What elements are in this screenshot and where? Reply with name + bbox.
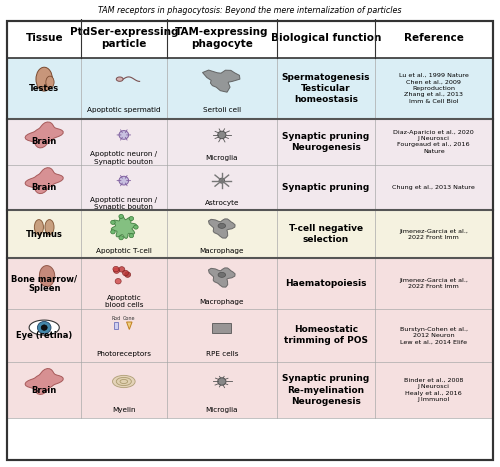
Text: Sertoli cell: Sertoli cell [203, 107, 241, 113]
Text: Rod: Rod [112, 316, 121, 321]
Circle shape [119, 131, 128, 139]
Circle shape [114, 268, 119, 273]
Circle shape [129, 217, 134, 220]
Text: Jimenez-Garcia et al.,
2022 Front Imm: Jimenez-Garcia et al., 2022 Front Imm [400, 228, 468, 240]
Polygon shape [126, 322, 132, 329]
Text: TAM-expressing
phagocyte: TAM-expressing phagocyte [175, 28, 268, 49]
Circle shape [218, 131, 226, 139]
Ellipse shape [120, 380, 128, 383]
Ellipse shape [46, 76, 54, 88]
Text: Apoptotic neuron /
Synaptic bouton: Apoptotic neuron / Synaptic bouton [90, 151, 158, 164]
Text: Binder et al., 2008
J Neurosci
Healy et al., 2016
J Immunol: Binder et al., 2008 J Neurosci Healy et … [404, 378, 464, 402]
Ellipse shape [45, 219, 54, 234]
Text: Cone: Cone [123, 316, 136, 321]
Text: Apoptotic
blood cells: Apoptotic blood cells [104, 295, 143, 308]
Ellipse shape [116, 77, 123, 81]
Ellipse shape [34, 219, 43, 234]
Text: Lu et al., 1999 Nature
Chen et al., 2009
Reproduction
Zhang et al., 2013
Imm & C: Lu et al., 1999 Nature Chen et al., 2009… [399, 73, 468, 104]
Polygon shape [40, 266, 55, 287]
Circle shape [110, 230, 115, 234]
Text: Jimenez-Garcia et al.,
2022 Front Imm: Jimenez-Garcia et al., 2022 Front Imm [400, 278, 468, 290]
Text: Eye (retina): Eye (retina) [16, 331, 72, 340]
Bar [8, 19, 492, 58]
Text: Brain: Brain [32, 137, 57, 146]
Text: Apoptotic T-cell: Apoptotic T-cell [96, 248, 152, 254]
Bar [8, 119, 492, 165]
Text: Synaptic pruning
Neurogenesis: Synaptic pruning Neurogenesis [282, 132, 370, 152]
Circle shape [122, 270, 128, 276]
Circle shape [38, 321, 51, 334]
Text: Synaptic pruning
Re-myelination
Neurogenesis: Synaptic pruning Re-myelination Neurogen… [282, 375, 370, 406]
Text: Macrophage: Macrophage [200, 248, 244, 254]
Circle shape [124, 272, 130, 277]
Circle shape [118, 267, 125, 272]
Ellipse shape [116, 377, 132, 386]
Ellipse shape [218, 223, 226, 228]
Bar [114, 322, 118, 329]
Bar [8, 309, 492, 361]
Ellipse shape [36, 67, 52, 91]
Text: Macrophage: Macrophage [200, 298, 244, 304]
Text: PtdSer-expressing
particle: PtdSer-expressing particle [70, 28, 178, 49]
Circle shape [134, 225, 138, 229]
Text: Photoreceptors: Photoreceptors [96, 351, 152, 357]
Text: Microglia: Microglia [206, 407, 238, 413]
Text: Reference: Reference [404, 33, 464, 43]
Ellipse shape [112, 375, 135, 388]
Text: T-cell negative
selection: T-cell negative selection [289, 224, 363, 244]
Text: Homeostatic
trimming of POS: Homeostatic trimming of POS [284, 325, 368, 346]
Text: Apoptotic neuron /
Synaptic bouton: Apoptotic neuron / Synaptic bouton [90, 197, 158, 210]
Polygon shape [208, 219, 235, 238]
Circle shape [113, 266, 119, 272]
Circle shape [119, 214, 124, 219]
Text: Thymus: Thymus [26, 230, 63, 239]
Circle shape [119, 176, 128, 185]
Text: Biological function: Biological function [271, 33, 381, 43]
Text: Bone marrow/
Spleen: Bone marrow/ Spleen [11, 274, 77, 293]
Text: Burstyn-Cohen et al.,
2012 Neuron
Lew et al., 2014 Elife: Burstyn-Cohen et al., 2012 Neuron Lew et… [400, 326, 468, 344]
Polygon shape [112, 216, 136, 239]
Circle shape [219, 178, 224, 183]
Circle shape [119, 236, 124, 240]
Circle shape [218, 378, 226, 385]
Bar [8, 58, 492, 119]
Text: Synaptic pruning: Synaptic pruning [282, 183, 370, 192]
Text: Chung et al., 2013 Nature: Chung et al., 2013 Nature [392, 185, 475, 190]
Text: Brain: Brain [32, 386, 57, 395]
Bar [8, 258, 492, 309]
Ellipse shape [218, 272, 226, 277]
Polygon shape [25, 168, 63, 194]
Circle shape [41, 325, 47, 330]
Circle shape [110, 220, 115, 225]
Text: Brain: Brain [32, 183, 57, 192]
Circle shape [129, 234, 134, 238]
Bar [8, 210, 492, 258]
Text: Astrocyte: Astrocyte [204, 200, 239, 206]
Polygon shape [25, 122, 63, 148]
Text: Haematopoiesis: Haematopoiesis [285, 279, 366, 288]
Polygon shape [208, 268, 235, 287]
Text: Tissue: Tissue [26, 33, 63, 43]
Bar [212, 323, 232, 333]
Text: TAM receptors in phagocytosis: Beyond the mere internalization of particles: TAM receptors in phagocytosis: Beyond th… [98, 6, 402, 15]
Text: RPE cells: RPE cells [206, 351, 238, 357]
Text: Testes: Testes [29, 84, 60, 93]
Bar [8, 165, 492, 210]
Text: Diaz-Aparicio et al., 2020
J Neurosci
Fourgeaud et al., 2016
Nature: Diaz-Aparicio et al., 2020 J Neurosci Fo… [394, 130, 474, 154]
Text: Microglia: Microglia [206, 155, 238, 161]
Text: Spermatogenesis
Testicular
homeostasis: Spermatogenesis Testicular homeostasis [282, 73, 370, 104]
Bar [8, 361, 492, 418]
Text: Apoptotic spermatid: Apoptotic spermatid [87, 107, 160, 113]
Text: Myelin: Myelin [112, 407, 136, 413]
Polygon shape [29, 320, 60, 335]
Circle shape [115, 278, 121, 284]
Polygon shape [202, 70, 240, 92]
Polygon shape [25, 368, 63, 395]
